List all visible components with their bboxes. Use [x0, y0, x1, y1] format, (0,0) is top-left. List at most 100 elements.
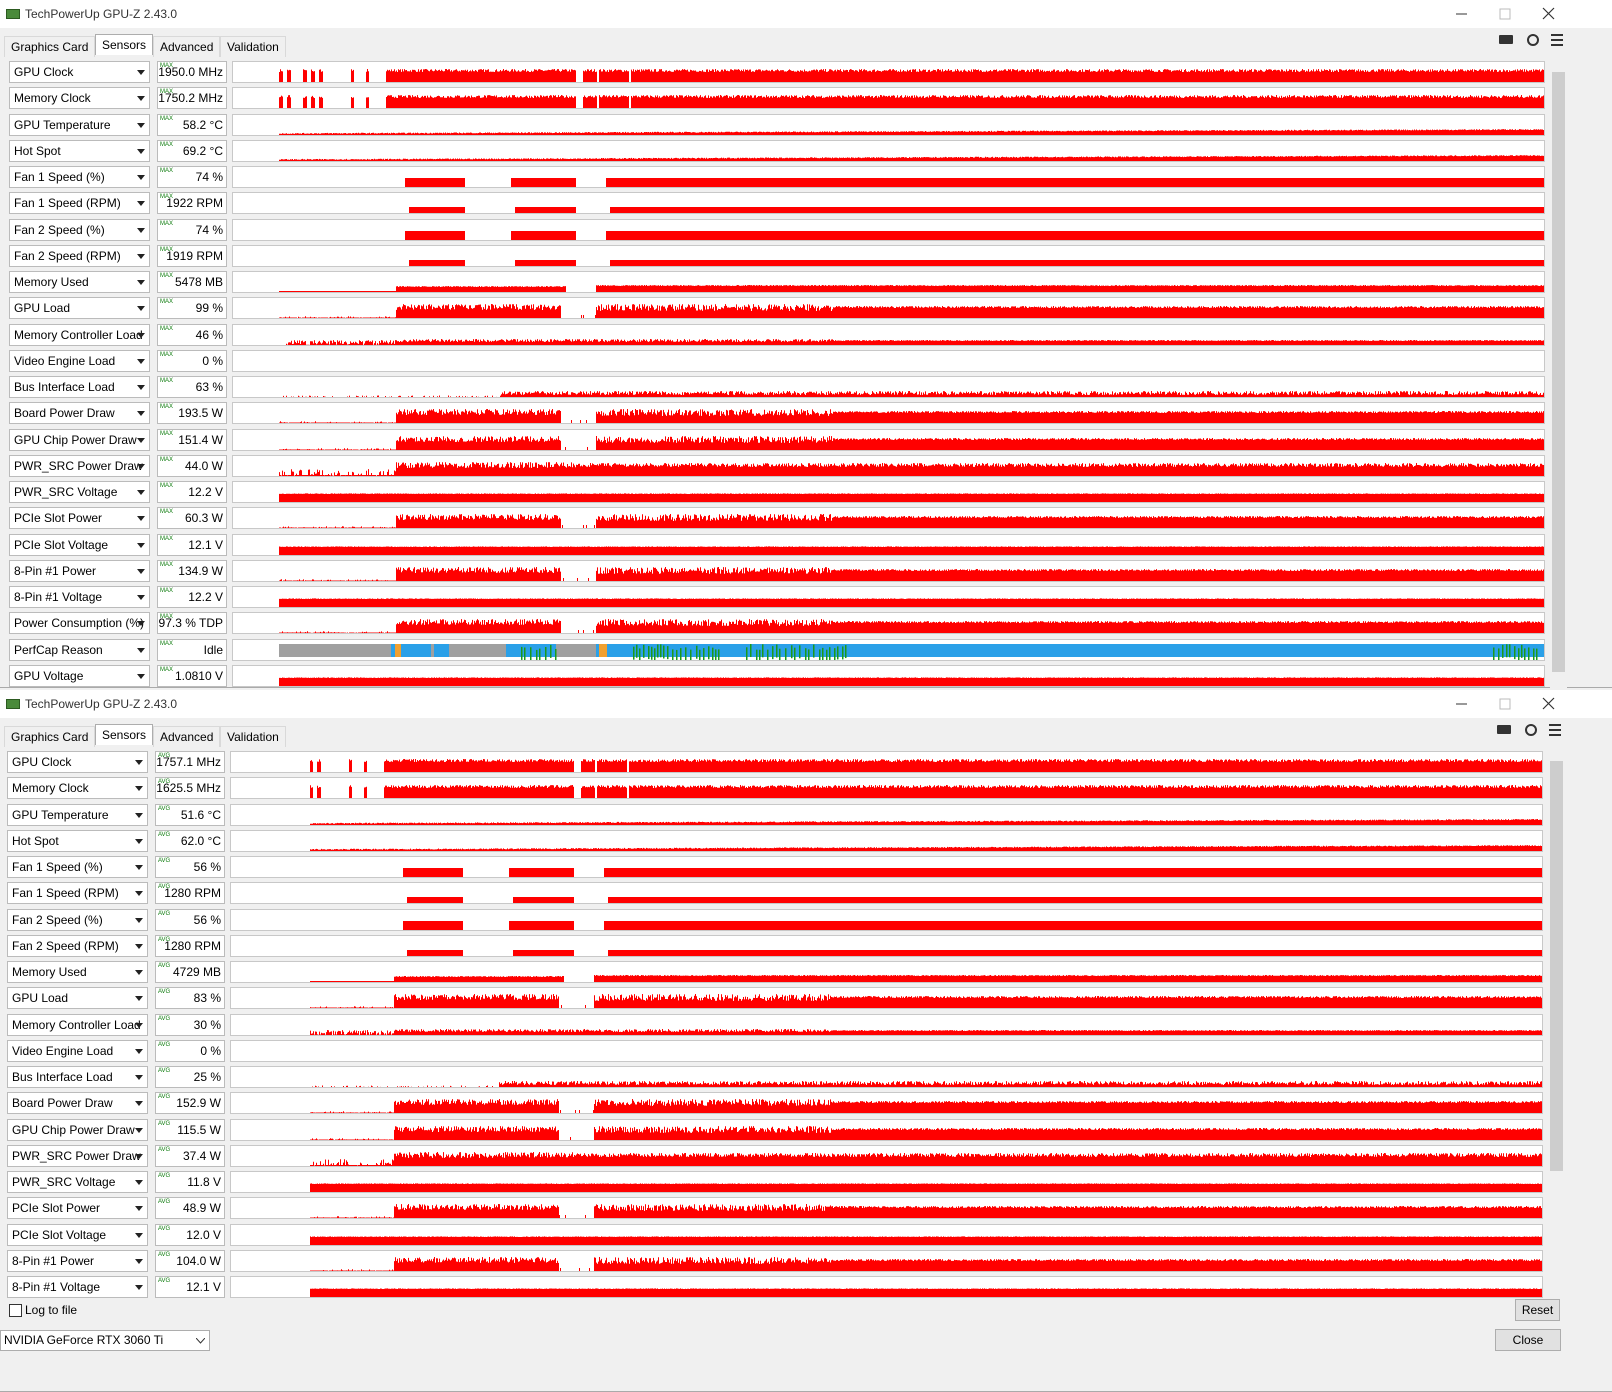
- scrollbar-thumb[interactable]: [1550, 761, 1563, 1171]
- sensor-name-dropdown[interactable]: Fan 1 Speed (RPM): [9, 192, 150, 214]
- sensor-graph: [230, 1014, 1543, 1036]
- graph-plot: [233, 260, 1544, 266]
- perfcap-vrel: [1536, 648, 1538, 660]
- sensor-name-dropdown[interactable]: GPU Temperature: [7, 804, 148, 826]
- window-controls: [1456, 7, 1555, 20]
- perfcap-vrel: [633, 646, 635, 660]
- perfcap-vrel: [1521, 644, 1523, 658]
- sensor-name-dropdown[interactable]: Memory Used: [9, 271, 150, 293]
- graph-area: [233, 391, 1544, 397]
- sensor-name-dropdown[interactable]: Fan 2 Speed (RPM): [9, 245, 150, 267]
- arrow: [135, 813, 143, 818]
- sensor-name-dropdown[interactable]: Memory Controller Load: [9, 324, 150, 346]
- log-checkbox[interactable]: [9, 1304, 22, 1317]
- sensor-name-dropdown[interactable]: Memory Used: [7, 961, 148, 983]
- device-dropdown[interactable]: NVIDIA GeForce RTX 3060 Ti: [0, 1330, 210, 1351]
- perfcap-idle: [556, 644, 596, 657]
- arrow: [137, 674, 145, 679]
- sensor-value: 25 % AVG: [155, 1066, 225, 1088]
- arrow: [135, 944, 143, 949]
- sensor-name-dropdown[interactable]: PWR_SRC Voltage: [7, 1171, 148, 1193]
- dropdown-arrow: [137, 674, 145, 679]
- sensor-graph: [232, 534, 1545, 556]
- perfcap-vrel: [643, 644, 645, 658]
- tab[interactable]: Validation: [220, 726, 286, 747]
- scrollbar[interactable]: [1548, 745, 1565, 1298]
- sensor-name-dropdown[interactable]: PWR_SRC Voltage: [9, 481, 150, 503]
- sensor-name-dropdown[interactable]: PCIe Slot Voltage: [9, 534, 150, 556]
- sensor-name-dropdown[interactable]: Fan 2 Speed (%): [9, 219, 150, 241]
- sensor-name-dropdown[interactable]: Memory Clock: [9, 87, 150, 109]
- sensor-name-dropdown[interactable]: Power Consumption (%): [9, 612, 150, 634]
- sensor-name-dropdown[interactable]: PWR_SRC Power Draw: [7, 1145, 148, 1167]
- sensor-graph: [232, 665, 1545, 687]
- sensor-name-dropdown[interactable]: PCIe Slot Power: [9, 507, 150, 529]
- graph-plot: [233, 155, 1544, 161]
- sensor-value: 1950.0 MHz MAX: [157, 61, 227, 83]
- sensor-name-dropdown[interactable]: 8-Pin #1 Power: [7, 1250, 148, 1272]
- sensor-name-dropdown[interactable]: Board Power Draw: [9, 402, 150, 424]
- toolbar-icons: [1497, 724, 1561, 736]
- graph-plot: [233, 677, 1544, 686]
- graph-plot: [231, 1183, 1542, 1192]
- maximize-button: [1499, 698, 1511, 710]
- sensor-name-dropdown[interactable]: 8-Pin #1 Voltage: [7, 1276, 148, 1298]
- close-button[interactable]: Close: [1495, 1329, 1561, 1351]
- sensor-name-dropdown[interactable]: GPU Temperature: [9, 114, 150, 136]
- graph-plot: [231, 1099, 1542, 1113]
- tab[interactable]: Graphics Card: [4, 36, 96, 57]
- sensor-name-dropdown[interactable]: GPU Clock: [7, 751, 148, 773]
- sensor-name-dropdown[interactable]: GPU Voltage: [9, 665, 150, 687]
- sensor-graph: [230, 1250, 1543, 1272]
- sensor-graph: [232, 586, 1545, 608]
- sensor-name-dropdown[interactable]: GPU Chip Power Draw: [7, 1119, 148, 1141]
- sensor-name-dropdown[interactable]: Bus Interface Load: [7, 1066, 148, 1088]
- tab[interactable]: Advanced: [153, 726, 221, 747]
- perfcap-vrel: [1528, 647, 1530, 660]
- sensor-name-dropdown[interactable]: Memory Controller Load: [7, 1014, 148, 1036]
- sensor-name-dropdown[interactable]: GPU Clock: [9, 61, 150, 83]
- sensor-graph: [232, 429, 1545, 451]
- sensor-name-dropdown[interactable]: Hot Spot: [7, 830, 148, 852]
- sensor-name-dropdown[interactable]: Fan 1 Speed (RPM): [7, 882, 148, 904]
- tab[interactable]: Graphics Card: [4, 726, 96, 747]
- arrow: [137, 464, 145, 469]
- value-mode: AVG: [158, 1199, 171, 1205]
- tab[interactable]: Sensors: [95, 724, 154, 745]
- scrollbar[interactable]: [1550, 56, 1567, 688]
- sensor-graph: [230, 804, 1543, 826]
- sensor-name-dropdown[interactable]: 8-Pin #1 Power: [9, 560, 150, 582]
- sensor-graph: [230, 909, 1543, 931]
- sensor-name-dropdown[interactable]: GPU Load: [7, 987, 148, 1009]
- refresh-icon: [1527, 34, 1539, 46]
- sensor-name-dropdown[interactable]: Video Engine Load: [9, 350, 150, 372]
- sensor-name-dropdown[interactable]: Bus Interface Load: [9, 376, 150, 398]
- sensor-name-dropdown[interactable]: 8-Pin #1 Voltage: [9, 586, 150, 608]
- tab[interactable]: Validation: [220, 36, 286, 57]
- sensor-name-dropdown[interactable]: Fan 1 Speed (%): [9, 166, 150, 188]
- dropdown-arrow: [135, 1049, 143, 1054]
- tab[interactable]: Advanced: [153, 36, 221, 57]
- sensor-name-dropdown[interactable]: Board Power Draw: [7, 1092, 148, 1114]
- scrollbar-thumb[interactable]: [1552, 72, 1565, 672]
- sensor-name-dropdown[interactable]: PerfCap Reason: [9, 639, 150, 661]
- sensor-name-dropdown[interactable]: Hot Spot: [9, 140, 150, 162]
- sensor-name-dropdown[interactable]: GPU Load: [9, 297, 150, 319]
- sensor-name-dropdown[interactable]: Fan 2 Speed (RPM): [7, 935, 148, 957]
- perfcap-vrel: [712, 647, 714, 660]
- sensor-name-dropdown[interactable]: Fan 2 Speed (%): [7, 909, 148, 931]
- sensor-name-dropdown[interactable]: PCIe Slot Voltage: [7, 1224, 148, 1246]
- sensor-name-dropdown[interactable]: PWR_SRC Power Draw: [9, 455, 150, 477]
- sensor-name-dropdown[interactable]: Fan 1 Speed (%): [7, 856, 148, 878]
- tab[interactable]: Sensors: [95, 34, 154, 55]
- graph-area: [231, 819, 1542, 825]
- graph-area: [233, 598, 1544, 607]
- sensor-name-dropdown[interactable]: Video Engine Load: [7, 1040, 148, 1062]
- graph-plot: [233, 409, 1544, 423]
- arrow: [137, 359, 145, 364]
- reset-button[interactable]: Reset: [1515, 1299, 1560, 1321]
- sensor-name-dropdown[interactable]: GPU Chip Power Draw: [9, 429, 150, 451]
- sensor-name-dropdown[interactable]: Memory Clock: [7, 777, 148, 799]
- graph-plot: [233, 95, 1544, 108]
- sensor-name-dropdown[interactable]: PCIe Slot Power: [7, 1197, 148, 1219]
